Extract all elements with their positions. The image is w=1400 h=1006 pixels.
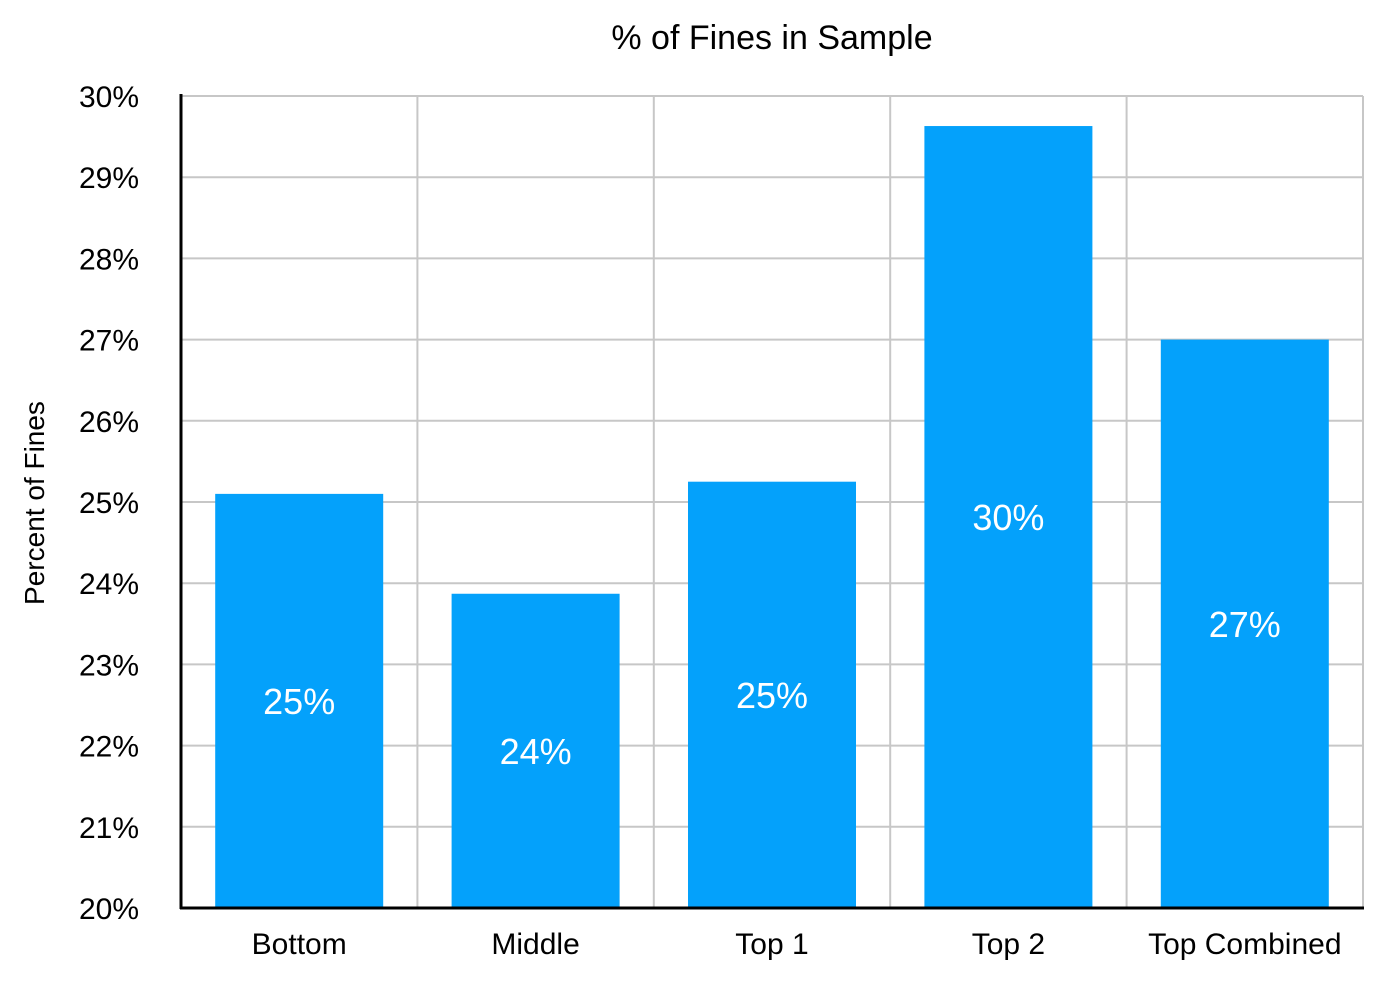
bar <box>1160 339 1329 909</box>
y-tick-label: 25% <box>79 487 139 520</box>
bar <box>215 493 384 908</box>
x-tick-labels: Bottom Middle Top 1 Top 2 Top Combined <box>252 928 1342 961</box>
y-axis-label: Percent of Fines <box>19 401 50 605</box>
y-tick-label: 30% <box>79 81 139 114</box>
y-tick-label: 24% <box>79 568 139 601</box>
y-tick-label: 27% <box>79 325 139 358</box>
x-tick-label: Top 1 <box>735 928 808 961</box>
bar-value-label: 27% <box>1209 604 1281 645</box>
y-tick-labels: 20% 21% 22% 23% 24% 25% 26% 27% 28% 29% 30% <box>79 81 139 926</box>
axes <box>179 94 1364 910</box>
y-tick-label: 22% <box>79 731 139 764</box>
bars <box>215 126 1329 909</box>
chart-title: % of Fines in Sample <box>611 19 932 57</box>
y-tick-label: 20% <box>79 893 139 926</box>
y-tick-label: 21% <box>79 812 139 845</box>
x-tick-label: Bottom <box>252 928 347 961</box>
bar <box>924 126 1093 908</box>
x-tick-label: Top Combined <box>1148 928 1341 961</box>
bar-value-label: 24% <box>500 731 572 772</box>
bar-value-label: 30% <box>972 497 1044 538</box>
bar-value-label: 25% <box>736 675 808 716</box>
y-tick-label: 23% <box>79 649 139 682</box>
bar <box>688 481 856 908</box>
y-tick-label: 26% <box>79 406 139 439</box>
x-tick-label: Middle <box>491 928 579 961</box>
y-tick-label: 29% <box>79 162 139 195</box>
bar <box>451 593 620 908</box>
data-labels: 25% 24% 25% 30% 27% <box>263 497 1281 772</box>
x-tick-label: Top 2 <box>972 928 1045 961</box>
y-tick-label: 28% <box>79 243 139 276</box>
bar-value-label: 25% <box>263 681 335 722</box>
